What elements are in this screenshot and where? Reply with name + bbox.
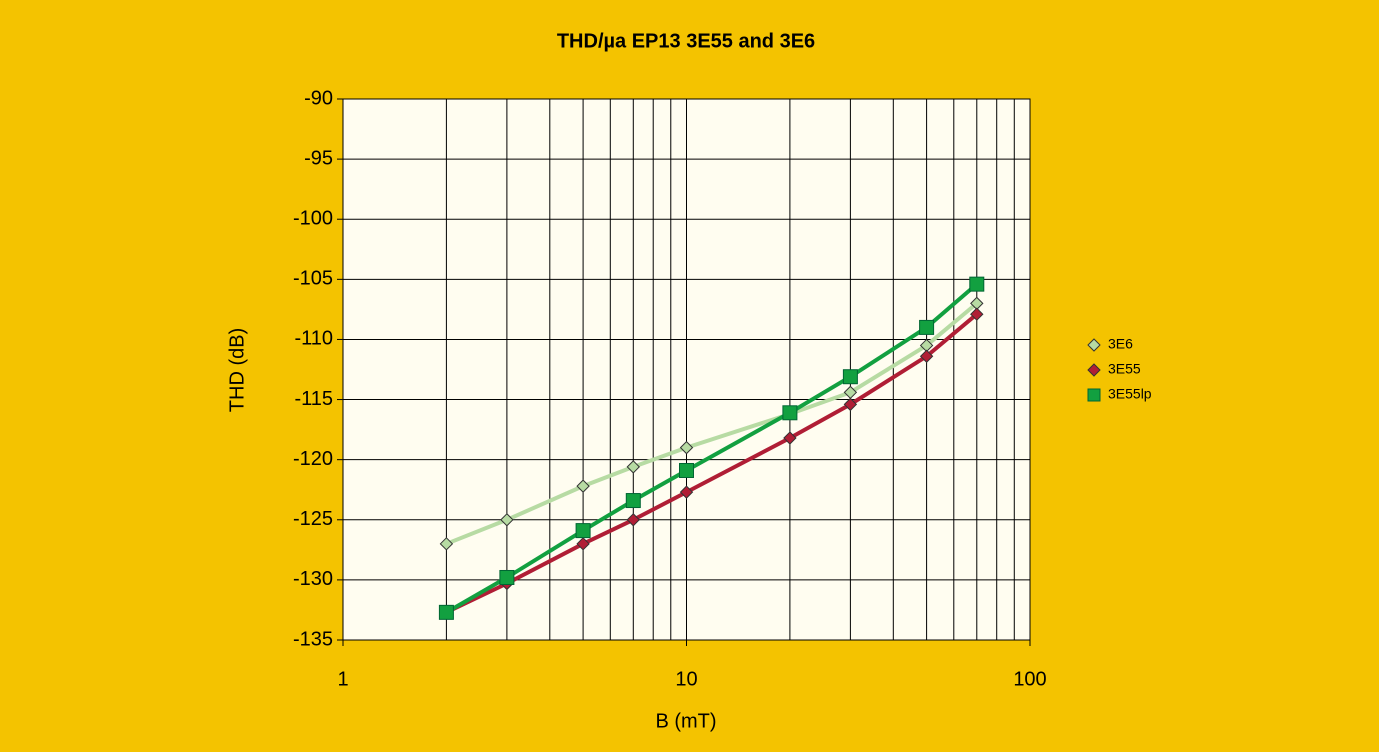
chart-title: THD/µa EP13 3E55 and 3E6 — [557, 30, 815, 52]
legend-label: 3E6 — [1108, 336, 1133, 352]
marker — [500, 513, 514, 527]
marker — [576, 479, 590, 493]
legend-marker — [1087, 363, 1101, 377]
y-tick-label: -130 — [293, 568, 333, 590]
x-tick-label: 100 — [1013, 668, 1046, 690]
marker — [439, 537, 454, 551]
y-tick-label: -135 — [293, 628, 333, 650]
legend-label: 3E55 — [1108, 361, 1141, 377]
plot-border — [342, 98, 1031, 641]
y-tick-label: -105 — [293, 268, 333, 290]
y-tick-label: -100 — [293, 208, 333, 230]
y-tick-label: -125 — [293, 508, 333, 530]
legend-marker — [1087, 338, 1101, 352]
marker — [625, 493, 641, 509]
y-tick-label: -95 — [304, 147, 333, 169]
marker — [679, 485, 694, 499]
x-axis-label: B (mT) — [655, 710, 716, 732]
y-tick-label: -115 — [294, 388, 333, 410]
y-tick-label: -90 — [304, 87, 333, 109]
marker — [679, 440, 694, 455]
marker — [843, 397, 858, 412]
y-axis-label: THD (dB) — [226, 328, 248, 412]
marker — [679, 462, 694, 478]
marker — [919, 349, 934, 363]
y-tick-label: -110 — [294, 328, 333, 350]
y-tick-label: -120 — [293, 448, 333, 470]
marker — [919, 319, 935, 335]
marker — [576, 537, 590, 551]
legend-marker — [1087, 388, 1101, 402]
marker — [782, 405, 798, 421]
marker — [438, 604, 454, 620]
marker — [575, 523, 591, 539]
x-tick-label: 10 — [675, 668, 697, 690]
marker — [499, 569, 515, 585]
legend-label: 3E55lp — [1108, 386, 1152, 402]
marker — [626, 513, 640, 527]
marker — [970, 307, 984, 321]
marker — [626, 460, 640, 474]
x-tick-label: 1 — [337, 668, 348, 690]
marker — [969, 276, 985, 292]
marker — [842, 369, 858, 385]
marker — [783, 431, 797, 445]
